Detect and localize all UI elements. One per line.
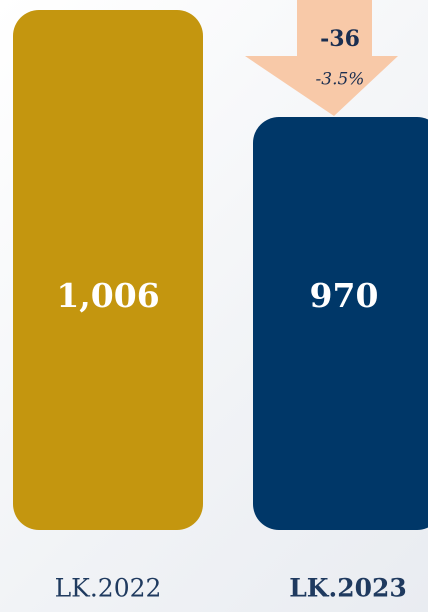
arrow-shape: [245, 0, 398, 116]
value-label: 1,006: [56, 276, 159, 315]
category-label: LK.2022: [55, 574, 162, 603]
change-arrow: [245, 0, 398, 116]
bar: [13, 10, 203, 530]
bar: [253, 116, 428, 530]
category-label: LK.2023: [289, 574, 407, 603]
value-label: 970: [310, 276, 379, 315]
change-label: -36: [320, 26, 360, 52]
percent-label: -3.5%: [316, 70, 365, 90]
